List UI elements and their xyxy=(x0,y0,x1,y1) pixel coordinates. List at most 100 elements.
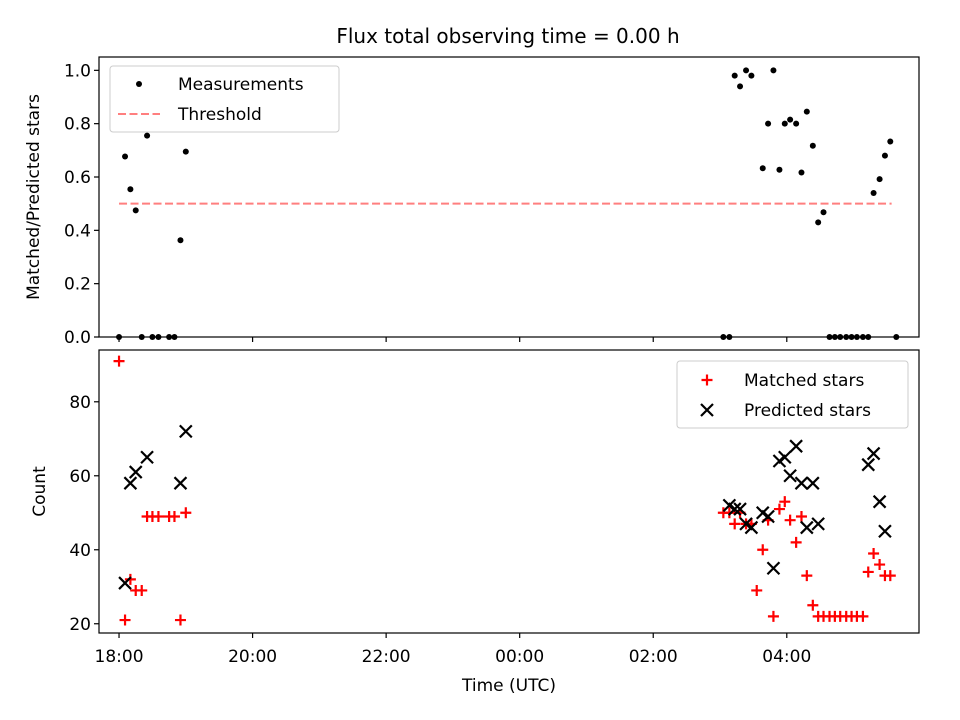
legend-label-threshold: Threshold xyxy=(177,105,262,125)
y-tick-label: 0.6 xyxy=(64,168,91,188)
measurement-point xyxy=(781,120,788,127)
measurement-point xyxy=(809,142,816,149)
matched-star-point xyxy=(168,510,180,522)
y-tick-label: 0.4 xyxy=(64,221,91,241)
matched-star-point xyxy=(729,518,741,530)
measurement-point xyxy=(144,132,151,139)
predicted-star-point xyxy=(123,476,138,490)
x-tick-label: 20:00 xyxy=(228,647,277,667)
predicted-star-point xyxy=(118,576,132,590)
legend: Matched stars Predicted stars xyxy=(676,360,909,429)
matched-star-point xyxy=(767,610,779,622)
matched-star-point xyxy=(807,599,819,611)
predicted-star-point xyxy=(761,509,775,524)
count-panel: 20 40 60 80 18:00 20:00 22:00 00:00 02:00 04:00 Ti… xyxy=(30,349,920,696)
matched-star-point xyxy=(174,614,186,626)
measurement-point xyxy=(765,120,772,127)
matched-star-point xyxy=(884,570,896,582)
predicted-star-point xyxy=(727,502,742,516)
matched-star-point xyxy=(751,584,763,596)
measurement-point xyxy=(870,190,877,196)
measurement-point xyxy=(876,176,883,183)
legend: Measurements Threshold xyxy=(109,65,340,133)
measurement-point xyxy=(748,72,755,79)
measurement-point xyxy=(815,219,822,226)
predicted-star-point xyxy=(794,476,809,490)
measurement-point xyxy=(881,152,888,159)
measurement-point xyxy=(803,108,810,115)
plot-frame xyxy=(98,56,920,338)
y-tick-label: 1.0 xyxy=(64,61,91,81)
matched-star-point xyxy=(795,510,807,522)
y-tick-label: 0.8 xyxy=(64,115,91,135)
x-tick-label: 04:00 xyxy=(762,647,811,667)
predicted-star-point xyxy=(800,520,814,535)
predicted-star-point xyxy=(179,424,193,439)
measurement-point xyxy=(793,120,800,127)
measurement-point xyxy=(759,165,766,172)
y-tick-label: 0.2 xyxy=(64,275,91,295)
measurement-point xyxy=(743,67,750,74)
measurement-point xyxy=(787,116,794,123)
matched-star-point xyxy=(119,614,131,626)
legend-marker-predicted xyxy=(700,403,714,417)
predicted-star-point xyxy=(783,469,797,483)
predicted-star-point xyxy=(766,561,781,576)
predicted-star-point xyxy=(872,494,887,509)
x-axis-title: Time (UTC) xyxy=(461,676,556,696)
measurement-point xyxy=(770,67,777,74)
legend-label-predicted: Predicted stars xyxy=(744,401,871,421)
chart-title: Flux total observing time = 0.00 h xyxy=(336,24,679,48)
y-tick-label: 80 xyxy=(69,393,91,413)
predicted-star-point xyxy=(811,517,825,531)
y-tick-label: 20 xyxy=(69,615,91,635)
legend-marker-measurements xyxy=(136,81,142,87)
predicted-star-point xyxy=(861,457,876,472)
plot-frame xyxy=(98,349,920,634)
y-tick-label: 60 xyxy=(69,467,91,487)
x-tick-label: 18:00 xyxy=(95,647,144,667)
matched-star-point xyxy=(152,510,164,522)
ratio-panel: 0.0 0.2 0.4 0.6 0.8 1.0 Matched/Predicted star… xyxy=(24,56,920,348)
predicted-star-point xyxy=(866,446,881,461)
legend-box xyxy=(109,65,340,133)
matched-star-point xyxy=(862,566,874,578)
matched-star-point xyxy=(874,559,886,571)
legend-label-matched: Matched stars xyxy=(744,371,864,391)
predicted-star-point xyxy=(173,476,188,490)
measurement-point xyxy=(122,153,129,160)
measurement-point xyxy=(737,83,744,90)
y-axis-title: Count xyxy=(30,466,50,517)
matched-star-point xyxy=(180,507,192,519)
matched-star-point xyxy=(801,570,813,582)
x-tick-label: 22:00 xyxy=(362,647,411,667)
matched-star-point xyxy=(790,536,802,548)
legend-label-measurements: Measurements xyxy=(178,75,304,95)
measurement-point xyxy=(798,169,805,176)
matched-star-point xyxy=(757,544,769,556)
predicted-star-point xyxy=(140,450,154,465)
matched-star-point xyxy=(868,547,880,559)
matched-star-point xyxy=(113,355,125,367)
matched-star-point xyxy=(124,573,136,585)
legend-marker-matched xyxy=(701,374,713,386)
predicted-star-point xyxy=(744,520,759,535)
matched-star-point xyxy=(773,503,785,515)
predicted-star-point xyxy=(806,476,820,490)
measurement-point xyxy=(127,186,134,193)
measurement-point xyxy=(776,166,783,173)
legend-box xyxy=(676,360,909,429)
matched-star-point xyxy=(136,584,148,596)
y-tick-label: 40 xyxy=(69,541,91,561)
matched-star-point xyxy=(857,610,869,622)
matched-star-point xyxy=(779,496,791,508)
measurement-point xyxy=(177,237,184,244)
measurement-point xyxy=(731,72,738,79)
y-axis-title: Matched/Predicted stars xyxy=(24,94,44,300)
measurement-point xyxy=(182,148,189,155)
matched-star-point xyxy=(784,514,796,526)
predicted-star-point xyxy=(778,450,792,465)
y-tick-label: 0.0 xyxy=(64,328,91,348)
measurement-point xyxy=(132,207,139,214)
